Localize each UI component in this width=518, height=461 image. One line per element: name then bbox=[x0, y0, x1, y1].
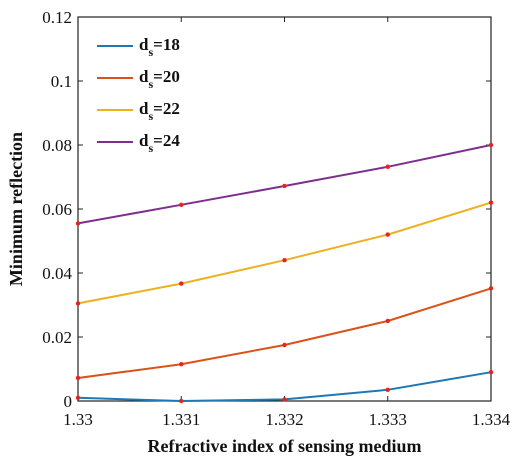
x-tick-label: 1.333 bbox=[369, 410, 407, 429]
legend-entry-label: ds=20 bbox=[139, 67, 180, 91]
data-point bbox=[179, 362, 184, 367]
series-line-20 bbox=[77, 287, 492, 379]
data-point bbox=[282, 397, 287, 402]
series-line-22 bbox=[77, 201, 492, 305]
data-point bbox=[75, 375, 81, 381]
y-tick-label: 0 bbox=[64, 392, 73, 411]
data-point bbox=[282, 342, 287, 348]
y-tick-label: 0.12 bbox=[42, 8, 72, 27]
x-axis-label: Refractive index of sensing medium bbox=[148, 436, 422, 456]
x-tick-label: 1.332 bbox=[265, 410, 303, 429]
data-point bbox=[75, 221, 81, 226]
x-tick-label: 1.33 bbox=[63, 410, 93, 429]
x-tick-label: 1.334 bbox=[472, 410, 511, 429]
y-axis-label: Minimum reflection bbox=[6, 132, 26, 286]
y-tick-label: 0.02 bbox=[42, 328, 72, 347]
data-point bbox=[75, 395, 81, 400]
y-tick-label: 0.1 bbox=[51, 72, 72, 91]
data-point bbox=[282, 183, 287, 189]
data-point bbox=[282, 258, 287, 263]
data-point bbox=[488, 200, 494, 205]
y-tick-label: 0.06 bbox=[42, 200, 72, 219]
plot-area: 0 0.02 0.04 0.06 0.08 0.1 0.12 1.33 1.331 1.332 1.… bbox=[42, 8, 510, 429]
data-point bbox=[385, 318, 390, 324]
y-tick-label: 0.08 bbox=[42, 136, 72, 155]
legend-entry-label: ds=22 bbox=[139, 99, 180, 123]
legend-entry-label: ds=24 bbox=[139, 131, 180, 155]
data-point bbox=[488, 286, 494, 291]
data-point bbox=[179, 281, 184, 286]
data-point bbox=[179, 202, 184, 208]
x-tick-label: 1.331 bbox=[162, 410, 200, 429]
data-point bbox=[385, 164, 390, 169]
data-point bbox=[488, 370, 494, 375]
legend-entry-label: ds=18 bbox=[139, 35, 180, 59]
data-point bbox=[75, 301, 81, 306]
data-point bbox=[488, 142, 494, 148]
y-tick-label: 0.04 bbox=[42, 264, 72, 283]
data-point bbox=[385, 232, 390, 237]
data-point bbox=[385, 387, 390, 392]
data-point bbox=[179, 398, 184, 404]
